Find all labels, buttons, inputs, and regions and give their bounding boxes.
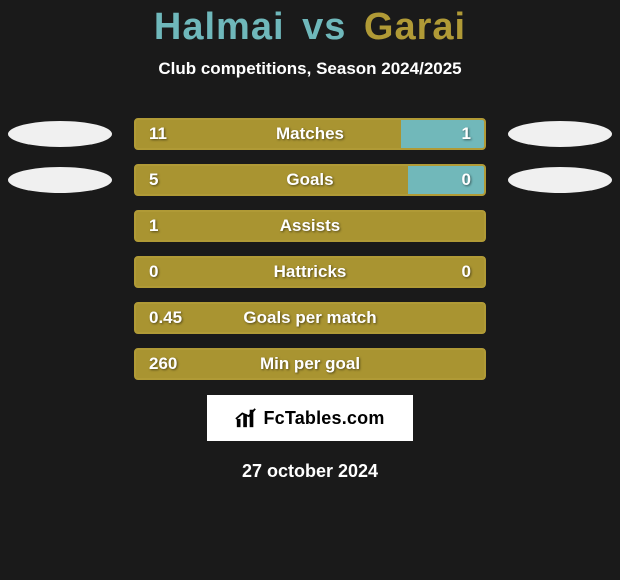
player1-avatar — [8, 167, 112, 193]
comparison-infographic: Halmai vs Garai Club competitions, Seaso… — [0, 0, 620, 580]
bar-outline — [134, 164, 486, 196]
player1-avatar — [8, 121, 112, 147]
bar-outline — [134, 348, 486, 380]
bar-track: Assists1 — [135, 211, 485, 241]
source-logo-text: FcTables.com — [263, 408, 384, 429]
bar-track: Goals50 — [135, 165, 485, 195]
subtitle: Club competitions, Season 2024/2025 — [0, 59, 620, 79]
stat-row: Hattricks00 — [0, 257, 620, 287]
player2-avatar — [508, 121, 612, 147]
player2-avatar — [508, 167, 612, 193]
bar-outline — [134, 118, 486, 150]
bar-track: Matches111 — [135, 119, 485, 149]
date-label: 27 october 2024 — [0, 461, 620, 482]
source-logo-badge: FcTables.com — [207, 395, 413, 441]
bar-outline — [134, 210, 486, 242]
bar-track: Goals per match0.45 — [135, 303, 485, 333]
bar-chart-icon — [235, 407, 257, 429]
stats-chart: Matches111 Goals50 Assists1 Hattricks00 Goal… — [0, 119, 620, 379]
title-vs: vs — [302, 6, 346, 48]
bar-outline — [134, 256, 486, 288]
stat-row: Goals50 — [0, 165, 620, 195]
title-player1: Halmai — [154, 6, 285, 48]
bar-track: Hattricks00 — [135, 257, 485, 287]
stat-row: Matches111 — [0, 119, 620, 149]
title-player2: Garai — [364, 6, 466, 48]
stat-row: Min per goal260 — [0, 349, 620, 379]
stat-row: Goals per match0.45 — [0, 303, 620, 333]
bar-outline — [134, 302, 486, 334]
page-title: Halmai vs Garai — [0, 6, 620, 49]
bar-track: Min per goal260 — [135, 349, 485, 379]
stat-row: Assists1 — [0, 211, 620, 241]
